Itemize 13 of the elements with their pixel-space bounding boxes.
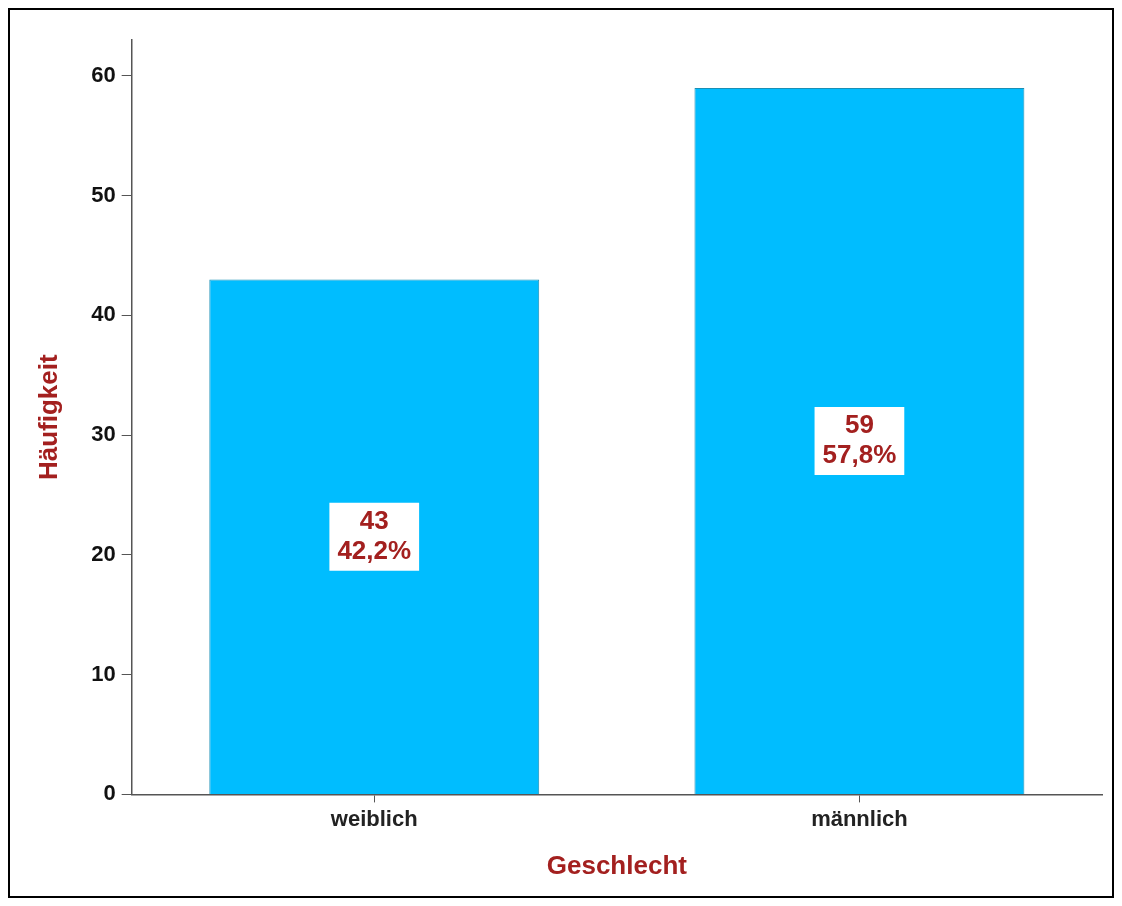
- data-label: 43 42,2%: [337, 504, 412, 565]
- y-tick-label: 0: [103, 780, 116, 806]
- x-axis-title: Geschlecht: [546, 849, 688, 880]
- x-tick-label: weiblich: [329, 805, 418, 831]
- y-tick-label: 10: [91, 660, 116, 686]
- y-tick-label: 60: [91, 61, 116, 87]
- data-label: 59 57,8%: [822, 409, 897, 470]
- y-tick-label: 30: [91, 421, 116, 447]
- y-tick-label: 50: [91, 181, 116, 207]
- y-tick-label: 40: [91, 301, 116, 327]
- x-tick-label: männlich: [811, 805, 908, 831]
- y-axis-title: Häufigkeit: [32, 354, 63, 481]
- y-tick-label: 20: [91, 540, 116, 566]
